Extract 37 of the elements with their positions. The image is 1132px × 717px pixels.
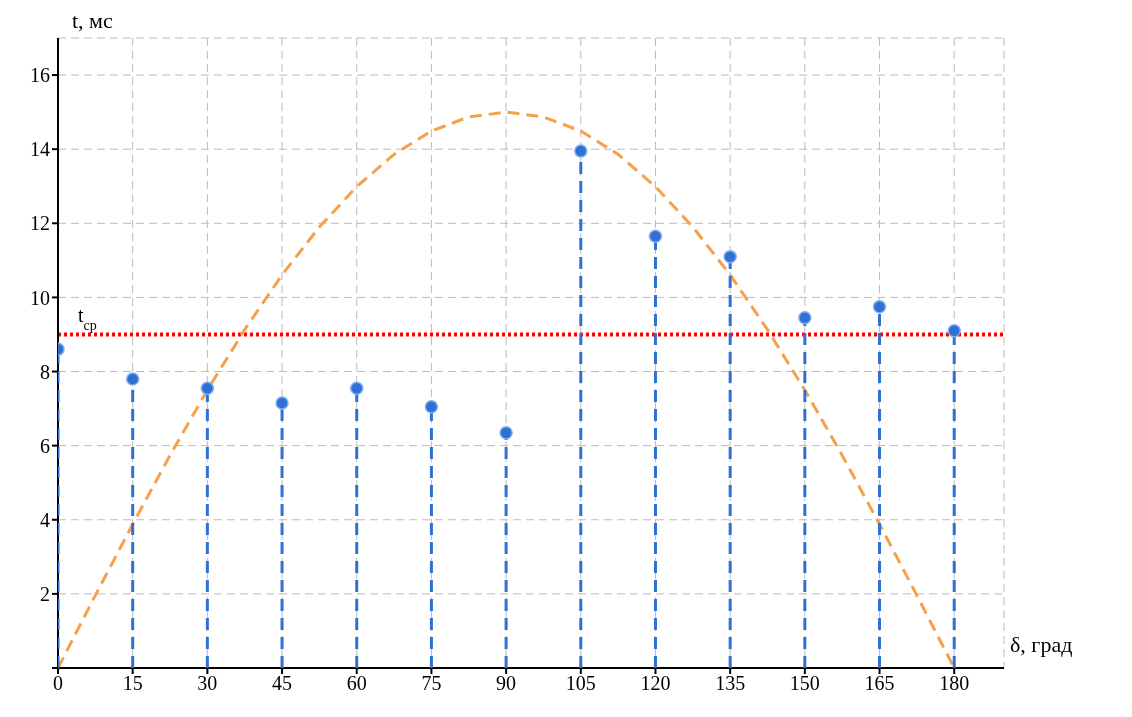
point [648, 229, 663, 244]
point [349, 381, 364, 395]
point [723, 249, 737, 264]
point [125, 372, 140, 386]
x-tick-label: 75 [421, 672, 442, 695]
x-tick-label: 135 [715, 672, 746, 695]
x-tick-label: 60 [346, 672, 367, 695]
point [275, 396, 289, 410]
y-tick-label: 14 [30, 138, 50, 161]
x-tick-label: 165 [864, 672, 895, 695]
x-tick-label: 30 [197, 672, 218, 695]
y-axis-title: t, мс [72, 8, 113, 34]
point [424, 399, 439, 414]
point [574, 144, 588, 158]
x-axis-title: δ, град [1010, 632, 1073, 658]
ref-line-label: t$_{ср}$ [78, 304, 97, 333]
line-series [58, 110, 956, 668]
y-tick-label: 12 [30, 212, 50, 235]
point [947, 324, 961, 338]
x-tick-label: 15 [122, 672, 143, 695]
point [200, 381, 215, 395]
x-tick-label: 150 [789, 672, 820, 695]
x-tick-label: 45 [272, 672, 293, 695]
y-tick-label: 2 [40, 582, 50, 605]
y-tick-label: 10 [30, 286, 50, 309]
y-tick-label: 6 [40, 434, 50, 457]
x-tick-label: 180 [939, 672, 970, 695]
x-tick-label: 120 [640, 672, 671, 695]
x-tick-label: 90 [496, 672, 517, 695]
point [798, 311, 812, 325]
x-tick-label: 0 [53, 672, 63, 695]
x-tick-label: 105 [565, 672, 596, 695]
y-tick-label: 4 [40, 508, 50, 531]
y-tick-label: 8 [40, 360, 50, 383]
point [872, 299, 887, 314]
point [499, 425, 513, 440]
y-tick-label: 16 [30, 64, 50, 87]
